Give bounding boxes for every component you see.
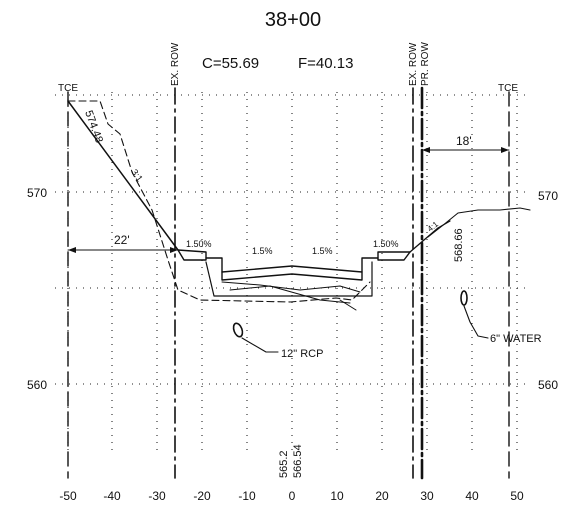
existing-ground-right [427, 207, 531, 238]
tce-right-label: TCE [498, 83, 518, 94]
water-line: 6" WATER [460, 290, 542, 345]
x-tick-label: 10 [330, 489, 344, 503]
subgrade-detail-2 [229, 285, 351, 304]
centerline-elevation-b: 566.54 [292, 444, 304, 478]
x-tick-label: 40 [465, 489, 479, 503]
row-lines [67, 86, 510, 480]
x-tick-label: -40 [103, 489, 121, 503]
existing-ground-left [67, 100, 371, 303]
x-tick-label: -20 [193, 489, 211, 503]
left-shoulder-slope: 1.50% [186, 239, 212, 249]
right-lane-slope: 1.5% [312, 246, 333, 256]
pr-row-label: PR. ROW [420, 42, 431, 86]
fill-value: F=40.13 [298, 55, 353, 72]
left-side-slope-ratio: 3:1 [129, 167, 144, 183]
x-axis: -50 -40 -30 -20 -10 0 10 20 30 40 50 [59, 489, 524, 503]
cut-value: C=55.69 [202, 55, 259, 72]
left-lane-slope: 1.5% [252, 246, 273, 256]
left-width-label: 22' [114, 233, 130, 247]
station-label: 38+00 [265, 9, 321, 31]
tce-left-label: TCE [58, 83, 78, 94]
water-pipe-icon [460, 290, 468, 306]
ex-row-left-label: EX. ROW [170, 42, 181, 86]
left-tie-elevation: 574.48 [82, 109, 105, 145]
y-tick-label-left-570: 570 [27, 186, 47, 200]
x-tick-label: 50 [510, 489, 524, 503]
right-side-slope-ratio: 4:1 [426, 219, 441, 233]
left-curb [177, 249, 207, 261]
x-tick-label: 20 [375, 489, 389, 503]
subgrade-detail [221, 281, 361, 293]
right-shoulder-slope: 1.50% [373, 239, 399, 249]
roadway-section [177, 249, 411, 304]
left-side-slope [67, 100, 179, 251]
ex-row-right-label: EX. ROW [408, 42, 419, 86]
pavement-base [221, 271, 363, 281]
existing-ground-break [339, 299, 357, 311]
x-tick-label: -10 [238, 489, 256, 503]
x-tick-label: 0 [289, 489, 296, 503]
subgrade-box [205, 261, 373, 297]
y-tick-label-left-560: 560 [27, 378, 47, 392]
left-dimension: 22' [67, 233, 179, 253]
rcp-pipe-icon [232, 322, 244, 338]
centerline-elevation-a: 565.2 [278, 450, 290, 478]
x-tick-label: -30 [148, 489, 166, 503]
rcp-pipe-label: 12" RCP [281, 348, 323, 360]
x-tick-label: 30 [420, 489, 434, 503]
right-width-label: 18' [456, 134, 472, 148]
y-tick-label-right-560: 560 [538, 378, 558, 392]
right-tie-elevation: 568.66 [453, 228, 465, 262]
x-tick-label: -50 [59, 489, 77, 503]
water-line-label: 6" WATER [490, 333, 542, 345]
right-dimension: 18' [421, 134, 510, 153]
right-curb [377, 251, 411, 261]
pavement-top [205, 257, 379, 273]
right-side-slope [409, 220, 451, 253]
rcp-pipe: 12" RCP [232, 322, 323, 360]
y-tick-label-right-570: 570 [538, 189, 558, 203]
